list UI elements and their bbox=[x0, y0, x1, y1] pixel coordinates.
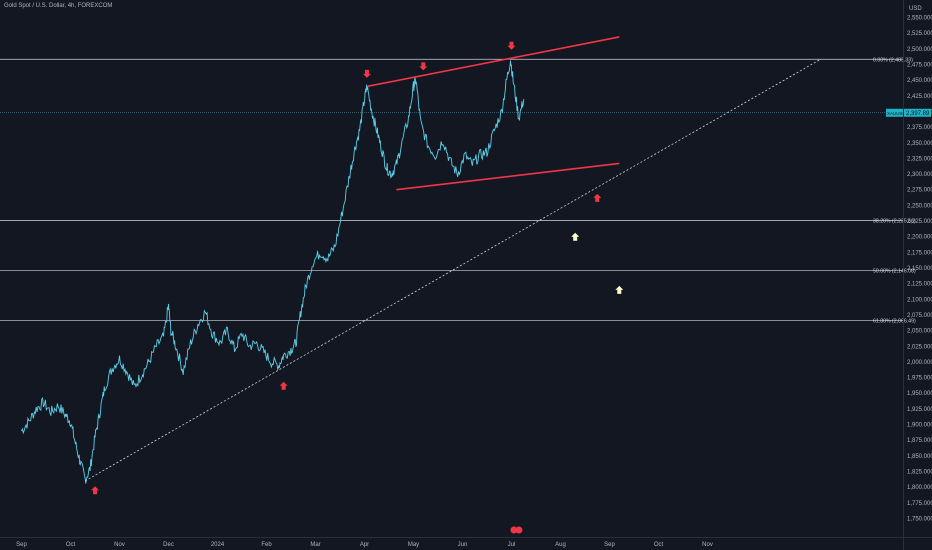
y-tick-11: 2,025.000 bbox=[907, 344, 932, 350]
y-tick-23: 2,325.000 bbox=[907, 156, 932, 162]
down-arrow-1-shape bbox=[419, 62, 428, 71]
y-tick-28: 2,450.000 bbox=[907, 78, 932, 84]
y-tick-8: 1,950.000 bbox=[907, 391, 932, 397]
price-line bbox=[21, 60, 525, 484]
y-tick-31: 2,525.000 bbox=[907, 31, 932, 37]
y-tick-29: 2,475.000 bbox=[907, 62, 932, 68]
current-price-tag bbox=[904, 108, 931, 117]
chart-title: Gold Spot / U.S. Dollar, 4h, FOREXCOM bbox=[4, 3, 113, 9]
y-tick-16: 2,150.000 bbox=[907, 266, 932, 272]
support-trend-line bbox=[85, 59, 821, 482]
y-tick-10: 2,000.000 bbox=[907, 360, 932, 366]
symbol-tag bbox=[886, 108, 903, 117]
x-tick-4: 2024 bbox=[211, 542, 225, 548]
channel-lower-line bbox=[396, 162, 620, 191]
x-tick-3: Dec bbox=[163, 542, 174, 548]
x-tick-2: Nov bbox=[114, 542, 125, 548]
y-tick-5: 1,875.000 bbox=[907, 438, 932, 444]
current-price-text: 2,397.89 bbox=[906, 111, 930, 117]
up-arrow-light-1-shape bbox=[615, 285, 624, 294]
fib-label-2: 50.00% (2,146.08) bbox=[873, 268, 916, 274]
down-arrow-2-shape bbox=[507, 41, 516, 50]
channel-upper-line bbox=[366, 36, 620, 88]
x-tick-7: Apr bbox=[360, 542, 369, 548]
y-tick-30: 2,500.000 bbox=[907, 47, 932, 53]
up-arrow-red-0 bbox=[91, 486, 99, 495]
up-arrow-red-1-shape bbox=[279, 381, 288, 390]
y-tick-32: 2,550.000 bbox=[907, 16, 932, 22]
x-tick-9: Jun bbox=[458, 542, 468, 548]
event-marker-circle-a bbox=[510, 526, 518, 534]
currency-label: USD bbox=[909, 6, 922, 12]
y-tick-22: 2,300.000 bbox=[907, 172, 932, 178]
x-tick-8: May bbox=[408, 542, 419, 548]
y-tick-2: 1,800.000 bbox=[907, 485, 932, 491]
y-tick-15: 2,125.000 bbox=[907, 282, 932, 288]
x-tick-12: Sep bbox=[604, 542, 615, 548]
x-tick-0: Sep bbox=[16, 542, 27, 548]
x-tick-14: Nov bbox=[702, 542, 713, 548]
up-arrow-red-1 bbox=[279, 381, 288, 390]
y-tick-17: 2,175.000 bbox=[907, 250, 932, 256]
event-marker-icon bbox=[510, 526, 523, 534]
y-tick-4: 1,850.000 bbox=[907, 454, 932, 460]
up-arrow-red-2-shape bbox=[593, 193, 602, 202]
fib-label-0: 0.00% (2,483.33) bbox=[873, 57, 913, 63]
y-tick-9: 1,975.000 bbox=[907, 376, 932, 382]
symbol-tag-text: XAUUSD bbox=[887, 111, 907, 116]
y-tick-3: 1,825.000 bbox=[907, 470, 932, 476]
y-tick-7: 1,925.000 bbox=[907, 407, 932, 413]
x-tick-11: Aug bbox=[555, 542, 566, 548]
up-arrow-light-0-shape bbox=[571, 232, 580, 241]
x-tick-5: Feb bbox=[261, 542, 272, 548]
down-arrow-2 bbox=[507, 41, 516, 50]
x-tick-13: Oct bbox=[654, 542, 664, 548]
x-tick-1: Oct bbox=[66, 542, 76, 548]
event-marker-circle-b bbox=[515, 526, 523, 534]
y-tick-14: 2,100.000 bbox=[907, 297, 932, 303]
x-tick-10: Jul bbox=[508, 542, 516, 548]
x-tick-6: Mar bbox=[310, 542, 320, 548]
arrows bbox=[91, 41, 624, 495]
up-arrow-red-0-shape bbox=[91, 486, 99, 495]
down-arrow-0 bbox=[362, 69, 371, 78]
down-arrow-0-shape bbox=[362, 69, 371, 78]
y-tick-27: 2,425.000 bbox=[907, 94, 932, 100]
up-arrow-light-0 bbox=[571, 232, 580, 241]
fib-levels: 0.00% (2,483.33) 38.20% (2,225.66) 50.00% … bbox=[0, 57, 916, 324]
y-tick-13: 2,075.000 bbox=[907, 313, 932, 319]
price-series bbox=[21, 60, 525, 484]
down-arrow-1 bbox=[419, 62, 428, 71]
up-arrow-light-1 bbox=[615, 285, 624, 294]
x-axis: Sep Oct Nov Dec 2024 Feb Mar Apr May Jun Jul Aug Sep… bbox=[0, 526, 932, 548]
fib-label-1: 38.20% (2,225.66) bbox=[873, 219, 916, 225]
fib-label-3: 61.80% (2,066.49) bbox=[873, 318, 916, 324]
y-tick-12: 2,050.000 bbox=[907, 329, 932, 335]
trend-lines bbox=[85, 36, 821, 482]
y-tick-20: 2,250.000 bbox=[907, 203, 932, 209]
y-tick-24: 2,350.000 bbox=[907, 141, 932, 147]
y-tick-18: 2,200.000 bbox=[907, 235, 932, 241]
y-tick-25: 2,375.000 bbox=[907, 125, 932, 131]
up-arrow-red-2 bbox=[593, 193, 602, 202]
y-tick-6: 1,900.000 bbox=[907, 423, 932, 429]
y-tick-19: 2,225.000 bbox=[907, 219, 932, 225]
y-tick-1: 1,775.000 bbox=[907, 501, 932, 507]
y-tick-0: 1,750.000 bbox=[907, 516, 932, 522]
y-tick-21: 2,275.000 bbox=[907, 188, 932, 194]
